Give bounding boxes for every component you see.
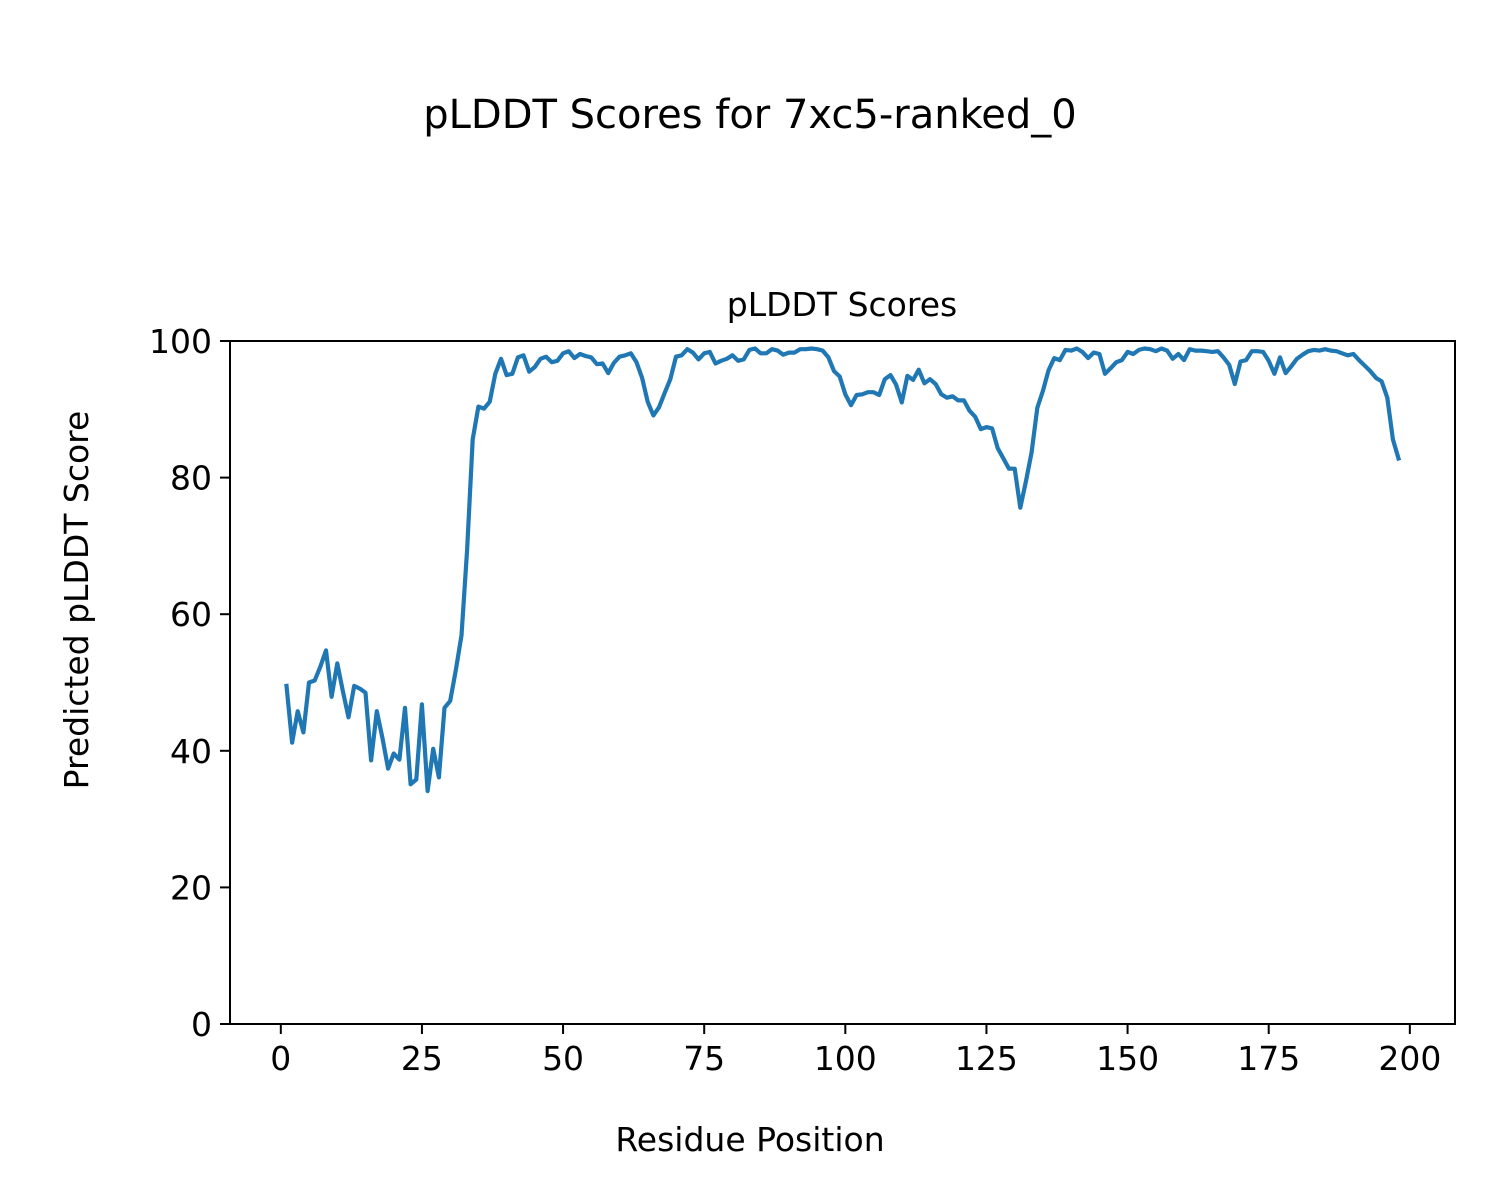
y-tick-label: 80 (170, 459, 212, 498)
x-tick-label: 200 (1378, 1039, 1441, 1078)
axes-frame (229, 340, 1456, 1025)
y-tick-label: 100 (149, 322, 212, 361)
x-tick-label: 150 (1096, 1039, 1159, 1078)
x-axis-label: Residue Position (615, 1120, 884, 1159)
x-tick-label: 175 (1237, 1039, 1300, 1078)
series-line-0 (284, 346, 1402, 794)
y-axis-ticks: 0 20 40 60 80 100 (149, 322, 230, 1044)
y-tick-label: 20 (170, 868, 212, 907)
y-tick-label: 40 (170, 732, 212, 771)
plot-area (284, 346, 1402, 794)
x-tick-label: 100 (814, 1039, 877, 1078)
x-tick-label: 50 (542, 1039, 584, 1078)
y-axis-label: Predicted pLDDT Score (57, 411, 96, 790)
y-tick-label: 0 (191, 1005, 212, 1044)
y-tick-label: 60 (170, 595, 212, 634)
figure-suptitle: pLDDT Scores for 7xc5-ranked_0 (423, 92, 1077, 138)
chart-title: pLDDT Scores (727, 285, 957, 324)
x-axis-ticks: 0 25 50 75 100 125 150 175 200 (270, 1024, 1441, 1078)
x-tick-label: 125 (955, 1039, 1018, 1078)
x-tick-label: 25 (401, 1039, 443, 1078)
x-tick-label: 0 (270, 1039, 291, 1078)
x-tick-label: 75 (683, 1039, 725, 1078)
